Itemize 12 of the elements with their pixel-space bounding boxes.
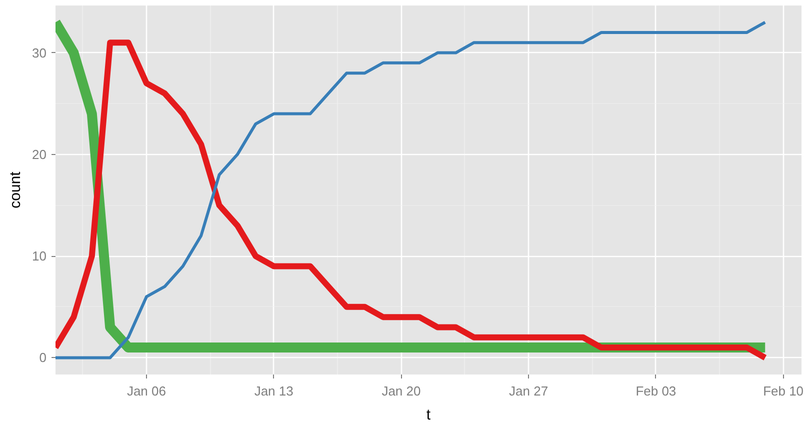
y-axis-title: count xyxy=(7,170,24,208)
x-tick-label: Jan 20 xyxy=(382,384,421,398)
x-tick-label: Feb 03 xyxy=(636,384,676,398)
x-axis-title: t xyxy=(426,406,432,424)
x-tick-label: Jan 27 xyxy=(509,384,548,398)
x-tick-label: Feb 10 xyxy=(763,384,804,398)
x-tick-label: Jan 13 xyxy=(254,384,294,398)
y-tick-label: 0 xyxy=(39,350,47,366)
y-tick-label: 30 xyxy=(32,45,47,60)
y-tick-label: 10 xyxy=(32,248,47,264)
x-tick-label: Jan 06 xyxy=(126,384,166,398)
y-tick-label: 20 xyxy=(32,146,47,162)
